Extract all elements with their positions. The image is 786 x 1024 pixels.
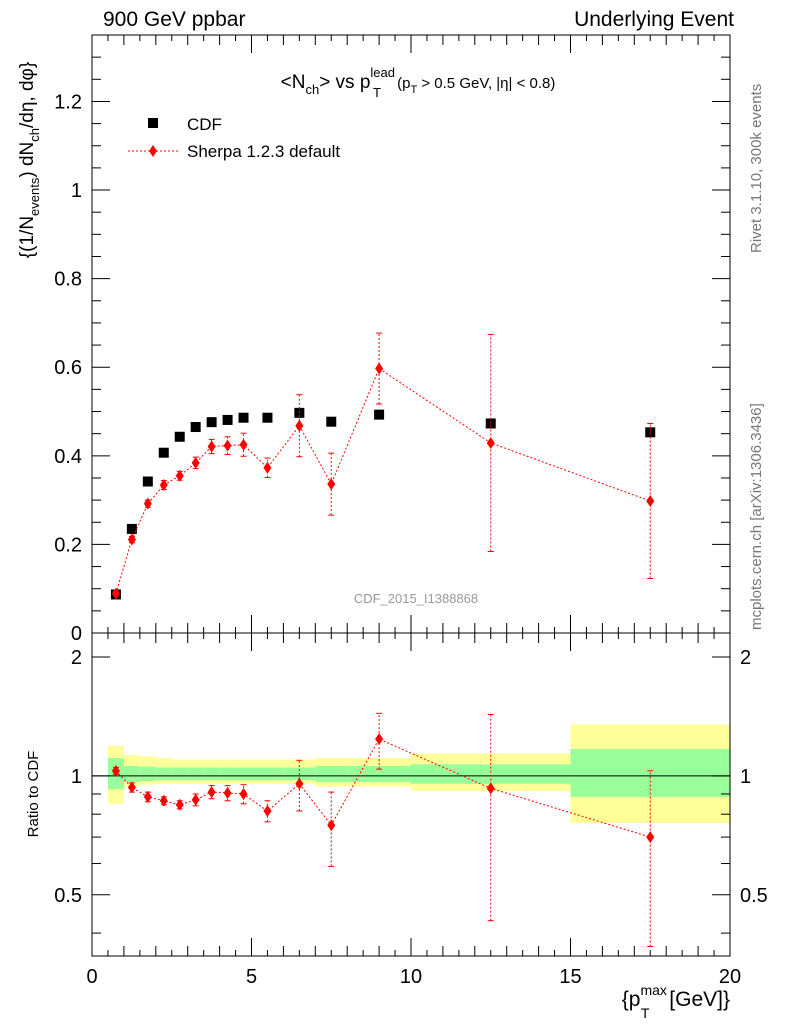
cdf-point — [126, 523, 137, 534]
x-axis-label: {pmax T [GeV]} — [622, 982, 730, 1021]
x-tick-label: 10 — [400, 966, 422, 988]
uncertainty-band-inner — [411, 764, 571, 784]
sherpa-point — [159, 479, 168, 492]
uncertainty-band-inner — [347, 765, 411, 783]
sherpa-point — [375, 362, 384, 375]
legend-cdf-label: CDF — [187, 115, 222, 134]
cdf-point — [158, 447, 169, 458]
sherpa-point — [175, 469, 184, 482]
sherpa-point — [263, 461, 272, 474]
y-tick-label: 0 — [71, 623, 82, 645]
cdf-point — [262, 412, 273, 423]
cdf-point — [206, 417, 217, 428]
x-tick-label: 15 — [559, 966, 581, 988]
header-left: 900 GeV ppbar — [103, 8, 246, 31]
sherpa-point — [191, 456, 200, 469]
ratio-y-axis-label: Ratio to CDF — [25, 751, 42, 838]
sherpa-point — [207, 440, 216, 453]
sherpa-point — [239, 438, 248, 451]
ratio-point — [646, 831, 655, 844]
legend-sherpa-label: Sherpa 1.2.3 default — [187, 142, 340, 161]
x-tick-label: 0 — [86, 966, 97, 988]
uncertainty-band-inner — [171, 767, 188, 781]
ratio-y-tick-label-right: 1 — [740, 766, 751, 788]
ratio-y-tick-label-right: 0.5 — [740, 885, 768, 907]
ratio-point — [175, 798, 184, 811]
ratio-point — [263, 804, 272, 817]
ratio-point — [127, 781, 136, 794]
sherpa-line — [115, 367, 651, 594]
cdf-point — [645, 427, 656, 438]
ratio-point — [223, 787, 232, 800]
sherpa-point — [295, 419, 304, 432]
cdf-point — [238, 412, 249, 423]
ratio-point — [295, 777, 304, 790]
cdf-point — [374, 409, 385, 420]
ratio-point — [143, 790, 152, 803]
y-tick-label: 0.4 — [54, 446, 82, 468]
ratio-y-tick-label: 0.5 — [54, 885, 82, 907]
uncertainty-band-inner — [251, 767, 284, 781]
ratio-point — [327, 819, 336, 832]
sherpa-point — [486, 436, 495, 449]
cdf-point — [326, 416, 337, 427]
uncertainty-band-inner — [203, 767, 220, 781]
sherpa-point — [223, 439, 232, 452]
ratio-point — [191, 793, 200, 806]
legend-sherpa-marker — [149, 145, 157, 157]
sherpa-point — [646, 494, 655, 507]
ratio-point — [375, 732, 384, 745]
sherpa-point — [143, 497, 152, 510]
y-tick-label: 0.6 — [54, 357, 82, 379]
y-axis-label: {(1/Nevents) dNch/dη, dφ} — [17, 62, 42, 258]
y-tick-label: 0.8 — [54, 269, 82, 291]
y-tick-label: 0.2 — [54, 534, 82, 556]
uncertainty-band-inner — [123, 765, 140, 783]
ratio-y-tick-label: 1 — [71, 766, 82, 788]
cdf-point — [174, 431, 185, 442]
ratio-point — [239, 787, 248, 800]
sherpa-point — [111, 587, 120, 600]
cdf-point — [222, 414, 233, 425]
uncertainty-band-inner — [155, 767, 172, 781]
x-tick-label: 20 — [719, 966, 741, 988]
ratio-point — [486, 782, 495, 795]
chart-title: <Nch> vs plead T (pT > 0.5 GeV, |η| < 0.8… — [281, 65, 556, 100]
cdf-point — [142, 476, 153, 487]
header-right: Underlying Event — [574, 8, 734, 31]
uncertainty-band-inner — [219, 767, 236, 781]
ratio-point — [111, 764, 120, 777]
ratio-y-tick-label-right: 2 — [740, 647, 751, 669]
analysis-watermark: CDF_2015_I1388868 — [354, 591, 478, 606]
uncertainty-band-inner — [235, 767, 252, 781]
x-tick-label: 5 — [246, 966, 257, 988]
legend-cdf-marker — [148, 118, 158, 128]
y-tick-label: 1 — [71, 180, 82, 202]
cdf-point — [190, 422, 201, 433]
cdf-point — [294, 407, 305, 418]
uncertainty-band-inner — [139, 766, 156, 782]
ratio-point — [207, 786, 216, 799]
ratio-y-tick-label: 2 — [71, 647, 82, 669]
ratio-point — [159, 794, 168, 807]
sherpa-point — [127, 533, 136, 546]
uncertainty-band-inner — [187, 767, 204, 781]
sherpa-point — [327, 478, 336, 491]
uncertainty-band-inner — [315, 765, 348, 783]
y-tick-label: 1.2 — [54, 91, 82, 113]
